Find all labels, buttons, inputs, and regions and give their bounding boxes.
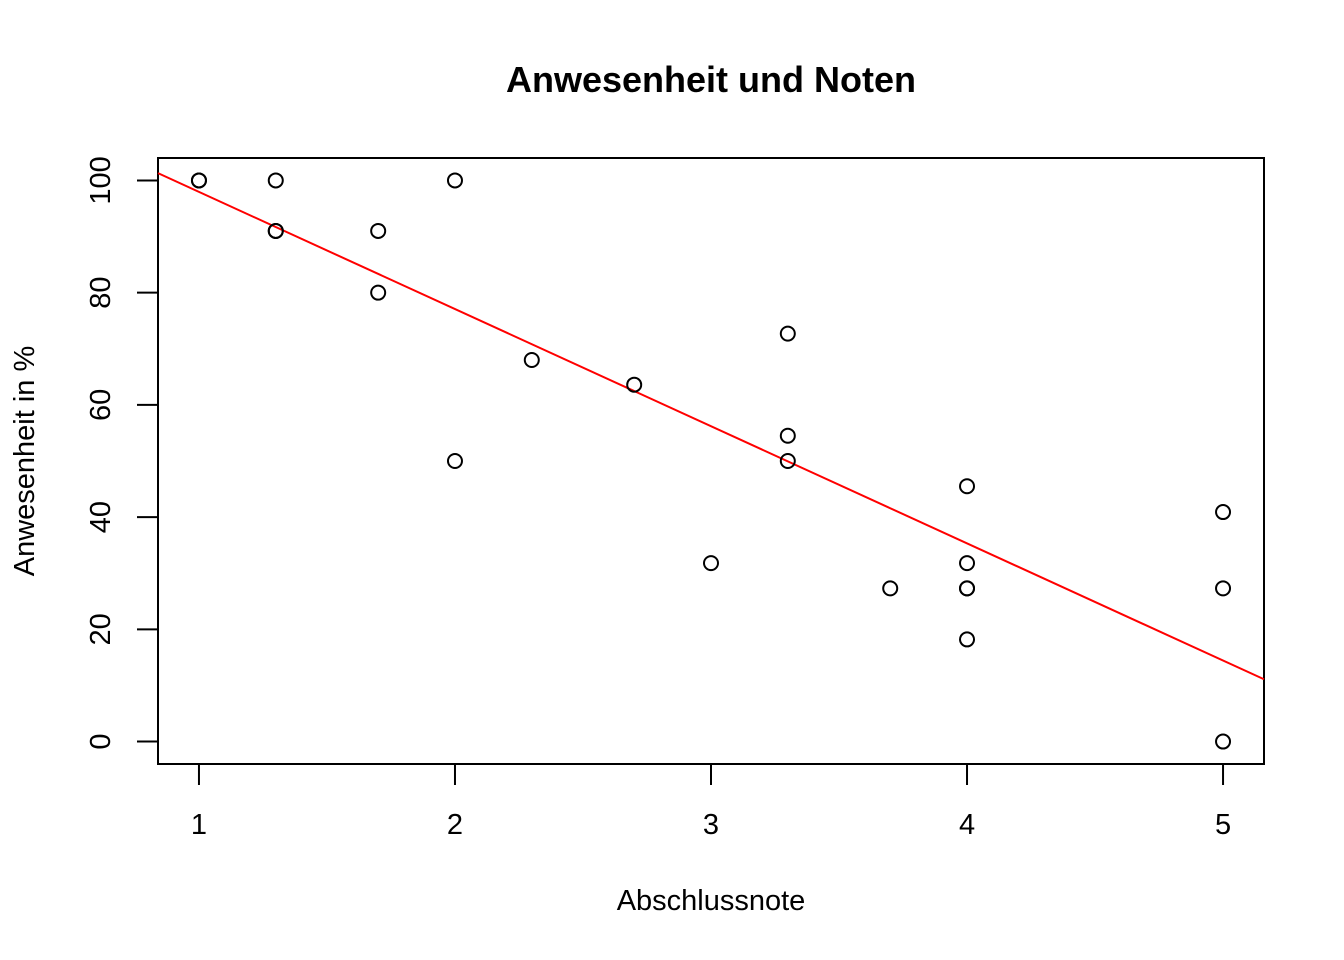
regression-line [157,172,1265,681]
y-tick-label: 0 [85,733,117,749]
data-point [267,222,284,239]
data-point [703,555,719,572]
x-tick-label: 5 [1215,809,1231,841]
y-tick-label: 100 [85,156,117,204]
data-point [370,284,387,301]
data-point [1215,733,1232,750]
data-point [959,580,976,597]
x-axis-ticks: 1 2 3 4 5 [191,764,1231,841]
data-point [626,376,643,393]
y-tick-label: 80 [85,277,117,309]
y-tick-label: 60 [85,389,117,421]
x-axis-label: Abschlussnote [617,885,806,917]
data-point [190,172,207,189]
data-point [446,453,463,469]
data-point [370,222,387,239]
data-point [446,172,463,189]
chart-title: Anwesenheit und Noten [506,59,916,100]
data-point [1215,504,1232,521]
y-axis-ticks: 0 20 40 60 80 100 [85,156,158,750]
data-points-layer [190,172,1232,750]
x-tick-label: 1 [191,809,207,841]
data-point [1215,580,1232,597]
regression-layer [157,172,1265,681]
y-tick-label: 20 [85,613,117,645]
y-axis-label: Anwesenheit in % [9,346,41,577]
data-point [959,631,976,648]
data-point [779,325,796,342]
data-point [267,172,284,189]
data-point [959,555,976,572]
data-point [959,478,976,495]
data-point [779,453,796,469]
x-tick-label: 2 [447,809,463,841]
x-tick-label: 4 [959,809,975,841]
x-tick-label: 3 [703,809,719,841]
y-tick-label: 40 [85,501,117,533]
data-point [523,352,540,368]
data-point [779,427,796,444]
data-point [882,580,899,597]
